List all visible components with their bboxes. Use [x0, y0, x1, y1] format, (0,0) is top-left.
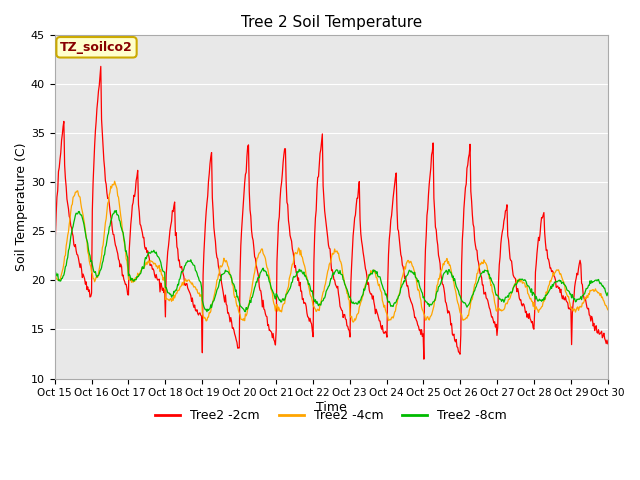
Tree2 -4cm: [175, 288, 182, 293]
Title: Tree 2 Soil Temperature: Tree 2 Soil Temperature: [241, 15, 422, 30]
Tree2 -2cm: [97, 63, 104, 69]
Tree2 -2cm: [175, 258, 182, 264]
Tree2 -2cm: [61, 162, 68, 168]
Legend: Tree2 -2cm, Tree2 -4cm, Tree2 -8cm: Tree2 -2cm, Tree2 -4cm, Tree2 -8cm: [150, 404, 512, 427]
Line: Tree2 -2cm: Tree2 -2cm: [54, 66, 608, 359]
Tree2 -2cm: [415, 327, 423, 333]
Tree2 -4cm: [204, 314, 212, 320]
Tree2 -2cm: [399, 264, 407, 270]
Tree2 -8cm: [175, 282, 182, 288]
Tree2 -4cm: [51, 268, 58, 274]
Tree2 -4cm: [111, 179, 118, 184]
X-axis label: Time: Time: [316, 401, 347, 414]
Tree2 -8cm: [416, 285, 424, 291]
Tree2 -8cm: [241, 309, 249, 314]
Tree2 -4cm: [416, 294, 424, 300]
Tree2 -8cm: [118, 228, 126, 234]
Tree2 -8cm: [51, 263, 58, 268]
Tree2 -4cm: [61, 253, 68, 259]
Tree2 -8cm: [113, 208, 120, 214]
Tree2 -4cm: [118, 226, 126, 232]
Tree2 -8cm: [204, 306, 212, 312]
Tree2 -2cm: [118, 273, 126, 279]
Tree2 -2cm: [604, 341, 612, 347]
Text: TZ_soilco2: TZ_soilco2: [60, 41, 133, 54]
Tree2 -8cm: [400, 278, 408, 284]
Tree2 -8cm: [604, 290, 612, 296]
Line: Tree2 -8cm: Tree2 -8cm: [54, 211, 608, 312]
Tree2 -4cm: [400, 267, 408, 273]
Tree2 -2cm: [420, 356, 428, 362]
Line: Tree2 -4cm: Tree2 -4cm: [54, 181, 608, 322]
Tree2 -2cm: [204, 193, 212, 199]
Y-axis label: Soil Temperature (C): Soil Temperature (C): [15, 143, 28, 271]
Tree2 -8cm: [61, 269, 68, 275]
Tree2 -2cm: [51, 297, 58, 303]
Tree2 -4cm: [349, 319, 357, 325]
Tree2 -4cm: [604, 307, 612, 312]
